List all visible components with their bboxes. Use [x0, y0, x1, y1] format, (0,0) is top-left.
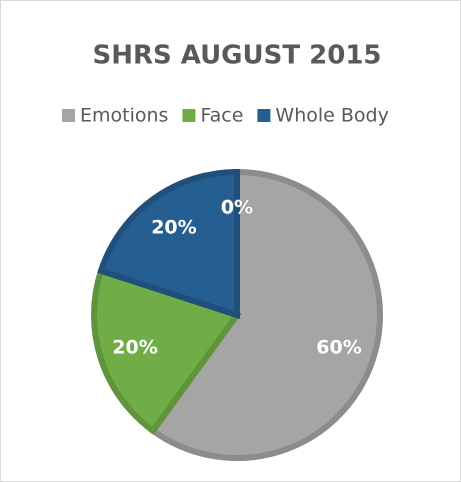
pie-slice	[97, 168, 240, 320]
data-label: 0%	[221, 196, 253, 218]
data-label: 20%	[151, 217, 196, 239]
legend-label: Whole Body	[275, 105, 388, 127]
legend-label: Face	[200, 105, 243, 127]
legend-swatch	[182, 109, 196, 122]
legend-label: Emotions	[80, 105, 168, 127]
chart-title: SHRS AUGUST 2015	[92, 41, 381, 71]
pie-slice	[148, 168, 383, 461]
data-label: 60%	[316, 337, 361, 359]
legend-swatch	[62, 109, 75, 122]
legend-swatch	[257, 109, 271, 122]
data-label: 20%	[112, 337, 157, 359]
pie-slice	[91, 267, 242, 435]
